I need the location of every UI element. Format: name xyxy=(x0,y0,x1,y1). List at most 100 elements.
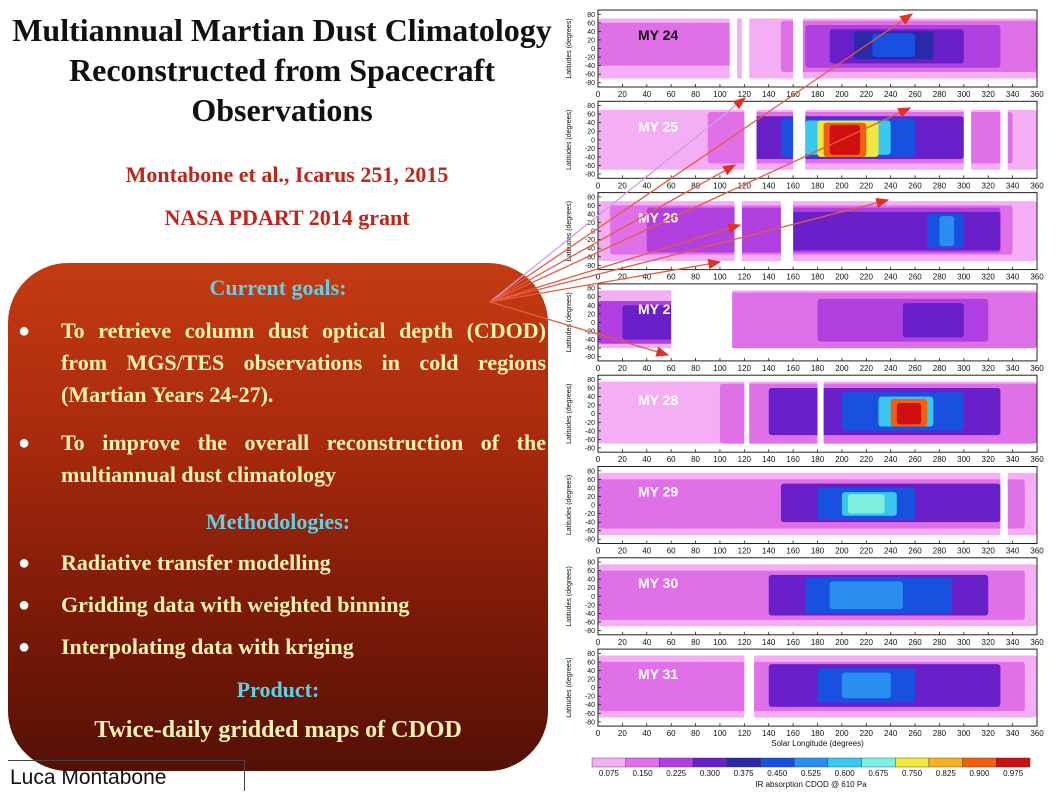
x-tick-label: 0 xyxy=(596,547,601,556)
x-tick-label: 200 xyxy=(835,364,849,373)
x-tick-label: 200 xyxy=(835,729,849,738)
x-tick-label: 80 xyxy=(691,273,700,282)
y-tick-label: -40 xyxy=(585,428,595,435)
x-tick-label: 20 xyxy=(618,90,627,99)
x-tick-label: 0 xyxy=(596,455,601,464)
x-tick-label: 0 xyxy=(596,729,601,738)
x-tick-label: 280 xyxy=(933,638,947,647)
x-tick-label: 300 xyxy=(957,364,971,373)
x-tick-label: 0 xyxy=(596,181,601,190)
y-tick-label: 40 xyxy=(587,120,595,127)
y-tick-label: -20 xyxy=(585,55,595,62)
x-tick-label: 20 xyxy=(618,638,627,647)
y-tick-label: 60 xyxy=(587,386,595,393)
y-axis-label: Latitudes (degrees) xyxy=(566,201,573,261)
x-tick-label: 160 xyxy=(786,364,800,373)
x-tick-label: 180 xyxy=(811,181,825,190)
x-tick-label: 220 xyxy=(860,455,874,464)
dust-band xyxy=(829,124,861,155)
x-tick-label: 360 xyxy=(1030,181,1044,190)
x-tick-label: 0 xyxy=(596,364,601,373)
x-tick-label: 20 xyxy=(618,547,627,556)
panel-label: MY 31 xyxy=(638,666,678,682)
x-tick-label: 120 xyxy=(738,364,752,373)
data-gap xyxy=(963,103,972,177)
x-tick-label: 360 xyxy=(1030,90,1044,99)
x-tick-label: 160 xyxy=(786,638,800,647)
goal-item: ● To retrieve column dust optical depth … xyxy=(18,315,546,411)
x-tick-label: 160 xyxy=(786,273,800,282)
x-tick-label: 340 xyxy=(1006,364,1020,373)
annotation-arrow xyxy=(489,107,912,303)
x-tick-label: 40 xyxy=(642,273,651,282)
colorbar-swatch xyxy=(726,757,761,768)
x-tick-label: 240 xyxy=(884,729,898,738)
x-tick-label: 140 xyxy=(762,90,776,99)
x-tick-label: 140 xyxy=(762,547,776,556)
colorbar-swatch xyxy=(793,757,829,768)
x-tick-label: 360 xyxy=(1030,273,1044,282)
annotation-arrow xyxy=(489,223,742,303)
x-tick-label: 300 xyxy=(957,547,971,556)
x-tick-label: 100 xyxy=(713,90,727,99)
y-tick-label: 0 xyxy=(591,685,595,692)
x-tick-label: 260 xyxy=(908,455,922,464)
x-tick-label: 260 xyxy=(908,90,922,99)
x-tick-label: 320 xyxy=(982,273,996,282)
x-tick-label: 340 xyxy=(1006,547,1020,556)
colorbar-label: IR absorption CDOD @ 610 Pa xyxy=(755,780,867,789)
x-tick-label: 220 xyxy=(860,638,874,647)
x-tick-label: 140 xyxy=(762,455,776,464)
colorbar-tick-label: 0.300 xyxy=(700,769,721,778)
dust-band xyxy=(780,211,1001,251)
y-tick-label: 40 xyxy=(587,29,595,36)
y-tick-label: -20 xyxy=(585,237,595,244)
y-tick-label: 20 xyxy=(587,494,595,501)
y-tick-label: 80 xyxy=(587,468,595,475)
y-tick-label: -60 xyxy=(585,437,595,444)
x-tick-label: 180 xyxy=(811,729,825,738)
x-tick-label: 360 xyxy=(1030,638,1044,647)
bullet-icon: ● xyxy=(18,320,31,342)
x-tick-label: 340 xyxy=(1006,638,1020,647)
x-tick-label: 20 xyxy=(618,273,627,282)
y-tick-label: -80 xyxy=(585,263,595,270)
y-tick-label: -60 xyxy=(585,163,595,170)
y-tick-label: -60 xyxy=(585,72,595,79)
y-tick-label: -80 xyxy=(585,172,595,179)
x-tick-label: 260 xyxy=(908,364,922,373)
y-tick-label: 0 xyxy=(591,46,595,53)
colorbar-swatch xyxy=(591,757,626,768)
citation: Montabone et al., Icarus 251, 2015 xyxy=(125,162,449,187)
x-tick-label: 20 xyxy=(618,181,627,190)
y-tick-label: 80 xyxy=(587,12,595,19)
x-tick-label: 120 xyxy=(738,455,752,464)
y-tick-label: -60 xyxy=(585,254,595,261)
colorbar-tick-label: 0.750 xyxy=(902,769,923,778)
y-tick-label: -60 xyxy=(585,528,595,535)
data-gap xyxy=(817,377,824,451)
y-tick-label: -80 xyxy=(585,719,595,726)
dust-band xyxy=(829,581,903,610)
dust-band xyxy=(939,216,955,247)
y-tick-label: -20 xyxy=(585,602,595,609)
x-tick-label: 220 xyxy=(860,547,874,556)
x-tick-label: 60 xyxy=(667,547,676,556)
y-tick-label: -40 xyxy=(585,520,595,527)
summary-box: Current goals: ● To retrieve column dust… xyxy=(8,263,548,771)
y-tick-label: 20 xyxy=(587,220,595,227)
goals-heading: Current goals: xyxy=(209,275,347,300)
x-tick-label: 40 xyxy=(642,547,651,556)
product-heading: Product: xyxy=(236,677,320,702)
y-tick-label: -40 xyxy=(585,246,595,253)
x-tick-label: 120 xyxy=(738,638,752,647)
bullet-icon: ● xyxy=(18,594,31,616)
x-tick-label: 40 xyxy=(642,181,651,190)
x-tick-label: 200 xyxy=(835,547,849,556)
x-tick-label: 180 xyxy=(811,90,825,99)
x-tick-label: 320 xyxy=(982,547,996,556)
colorbar-swatch xyxy=(659,757,694,768)
y-tick-label: -40 xyxy=(585,702,595,709)
y-tick-label: 40 xyxy=(587,668,595,675)
